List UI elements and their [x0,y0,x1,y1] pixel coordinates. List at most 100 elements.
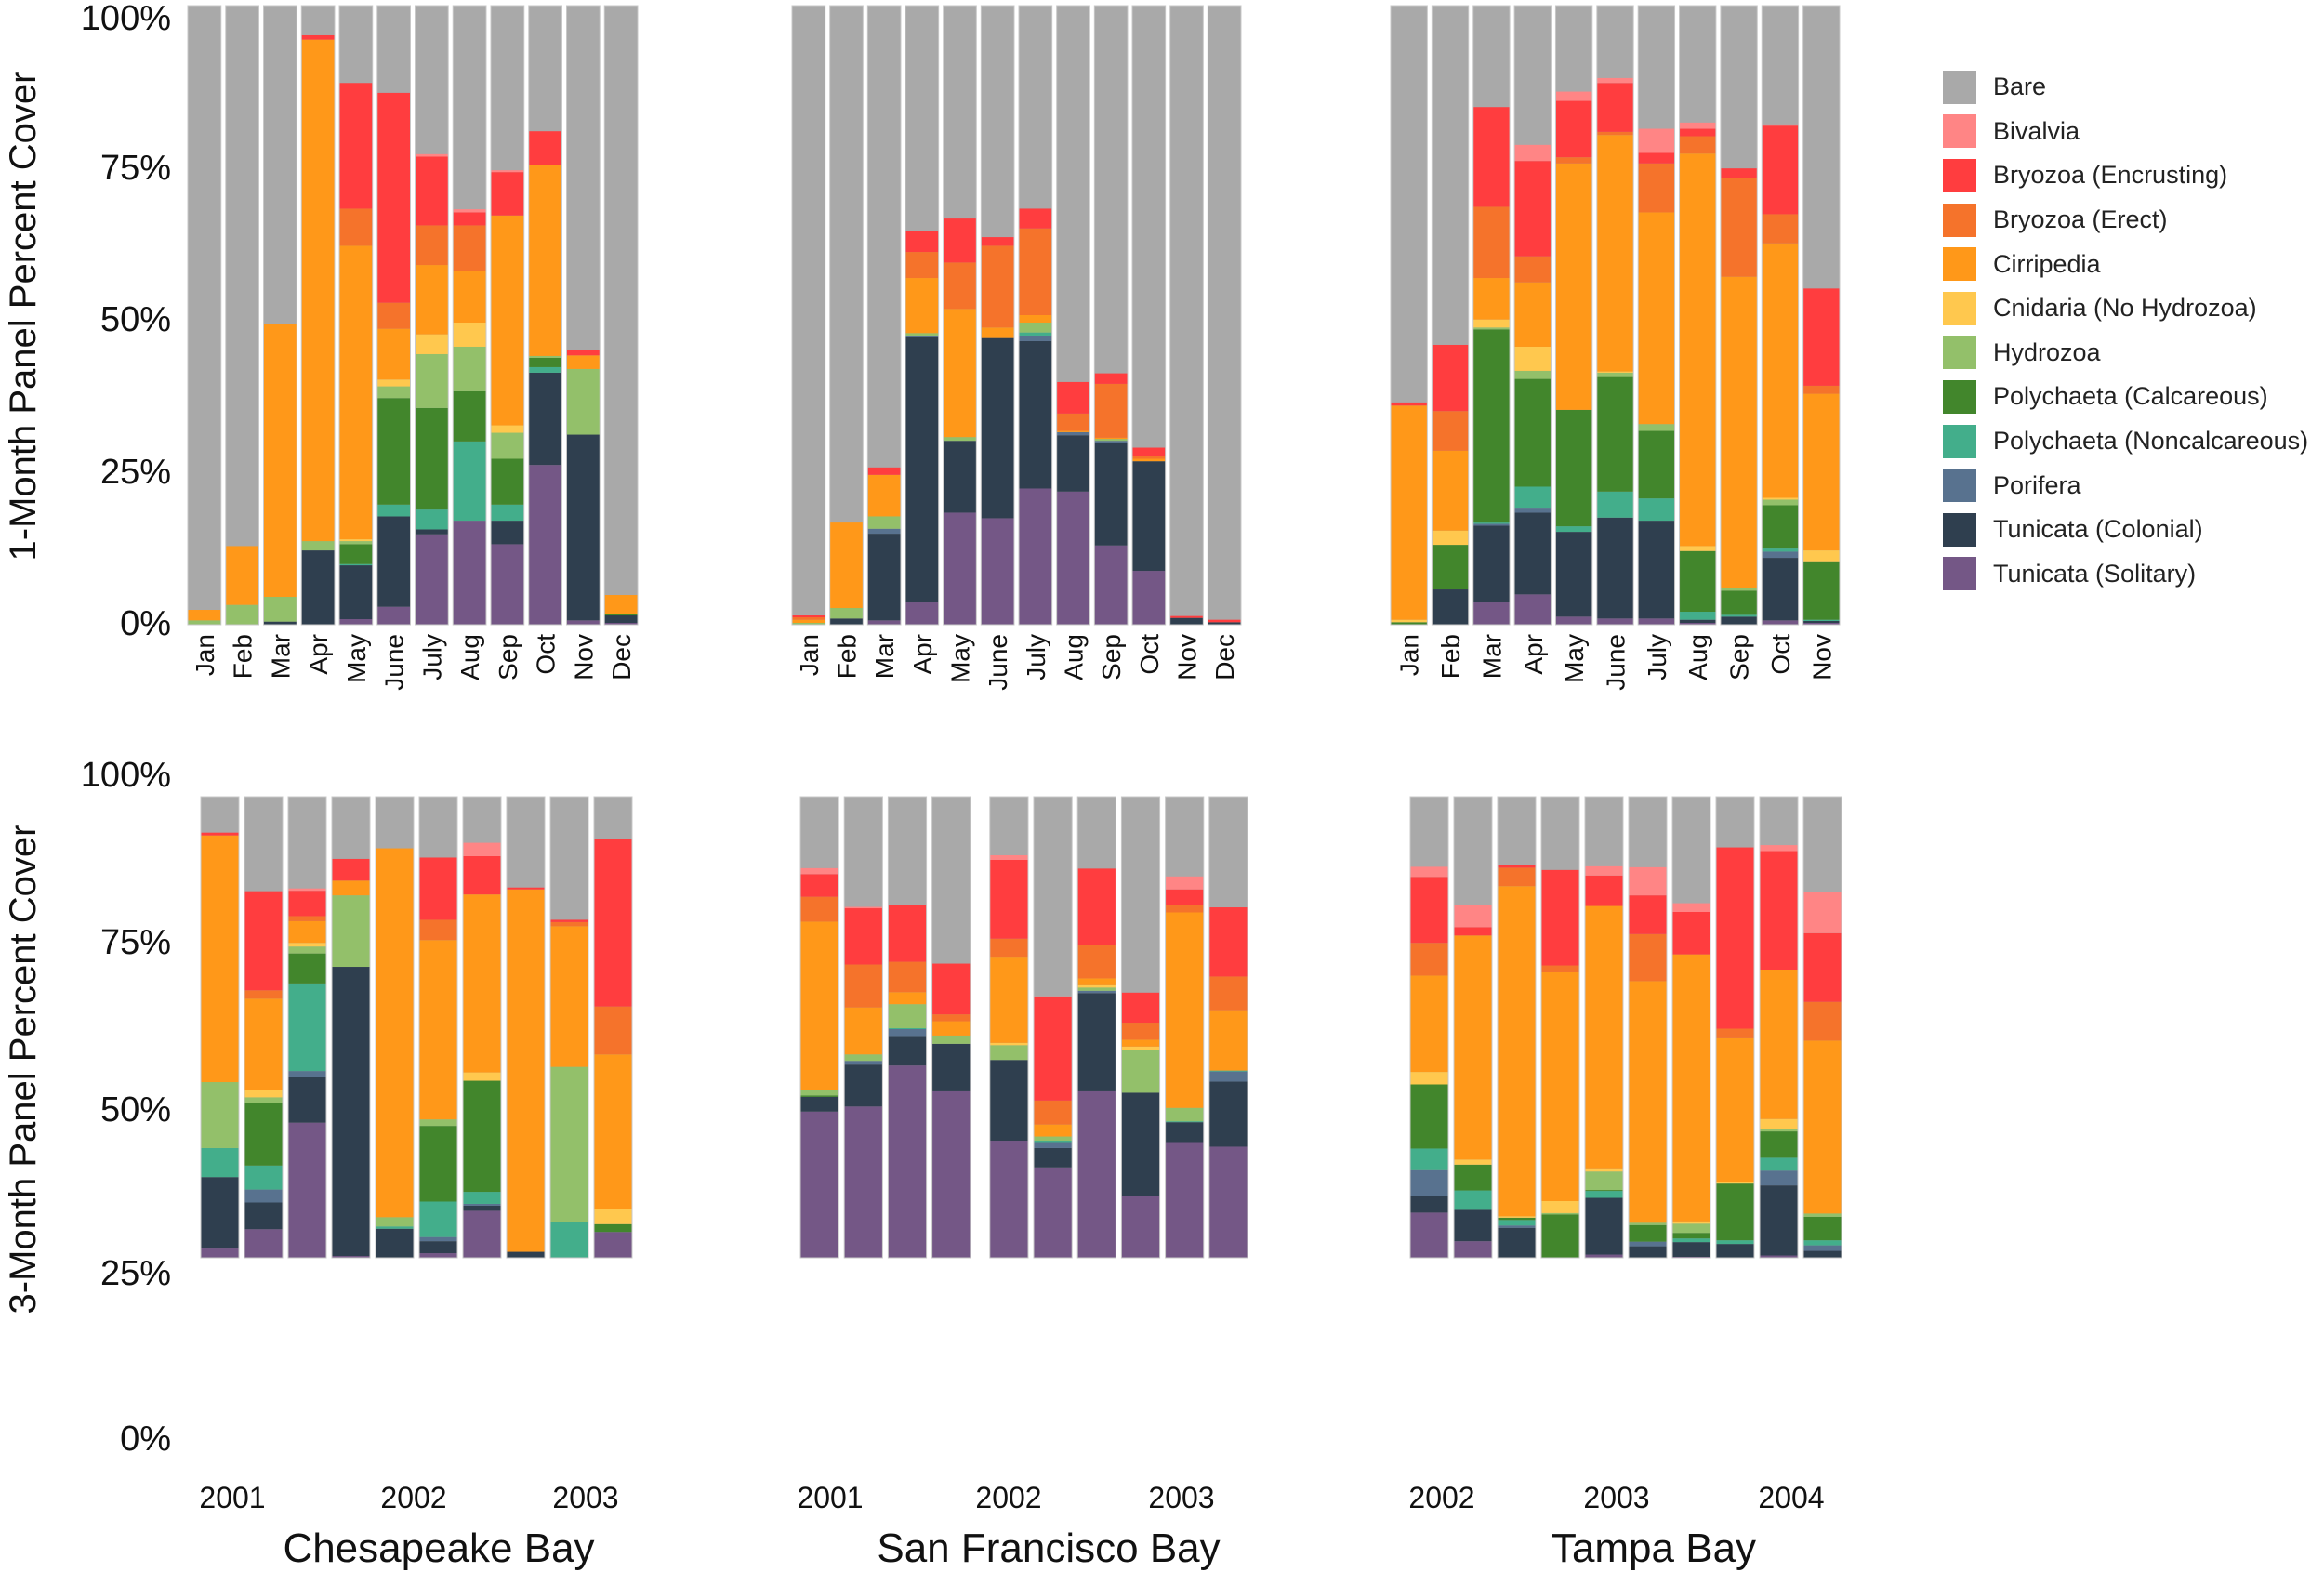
legend-label: Polychaeta (Noncalcareous) [1993,427,2309,456]
bar-segment-polychaeta-noncalcareous [888,1027,927,1029]
bar-segment-hydrozoa [453,346,486,391]
bar-segment-bryozoa-erect [1165,905,1204,913]
bar-segment-cnidaria-no-hydrozoa [1760,1118,1798,1129]
bar-segment-bivalvia [800,867,839,875]
bar-segment-tunicata-solitary [1132,571,1166,625]
bar-segment-hydrozoa [1760,1129,1798,1132]
bar-outline [980,5,1015,626]
bar-segment-bivalvia [1672,903,1710,912]
bar-segment-cnidaria-no-hydrozoa [594,1209,632,1224]
bar-segment-bare [829,6,864,625]
bar-outline [1472,5,1511,626]
bar-segment-cnidaria-no-hydrozoa [1472,319,1511,328]
site-label: Chesapeake Bay [283,1526,594,1571]
legend-label: Polychaeta (Calcareous) [1993,382,2268,411]
bar-segment-cirripedia [225,546,259,605]
bar-outline [1802,796,1842,1259]
bar-segment-cirripedia [800,921,839,1090]
bar-segment-tunicata-colonial [1094,443,1128,546]
bar-segment-cirripedia [1803,1040,1842,1214]
bar-segment-cirripedia [1410,975,1448,1073]
bar-segment-hydrozoa [1629,1222,1667,1225]
year-label: 2002 [1408,1481,1474,1514]
bar-segment-polychaeta-noncalcareous [376,1226,414,1229]
x-tick-label: July [1022,634,1050,680]
bar-segment-porifera [1410,1169,1448,1196]
bar-segment-polychaeta-calcareous [1679,550,1716,613]
bar-segment-tunicata-colonial [1716,1244,1754,1258]
bar-outline [1596,5,1634,626]
bar-segment-hydrozoa [1762,499,1799,506]
bar-segment-hydrozoa [1541,1212,1579,1215]
bar-segment-tunicata-solitary [1596,618,1634,625]
bar-segment-tunicata-solitary [419,1253,457,1258]
bar-segment-polychaeta-noncalcareous [1555,526,1592,533]
bar-segment-hydrozoa [1077,987,1116,991]
bar-segment-tunicata-colonial [867,534,901,621]
bar-segment-bryozoa-encrusting [1555,100,1592,158]
bar-segment-bryozoa-erect [1019,228,1052,315]
bar-segment-bryozoa-erect [1716,1028,1754,1038]
bar-outline [331,796,371,1259]
bar-segment-bryozoa-encrusting [1498,865,1536,868]
bar-segment-cirripedia [1472,278,1511,320]
bar-segment-polychaeta-noncalcareous [1454,1190,1492,1210]
y-tick-label: 50% [100,300,171,339]
bar-segment-tunicata-colonial [1208,622,1241,625]
bar-segment-bryozoa-erect [844,964,883,1008]
bar-segment-bivalvia [288,888,326,892]
bar-segment-hydrozoa [1672,1223,1710,1234]
bar-outline [887,796,928,1259]
bar-segment-cirripedia [844,1007,883,1055]
bar-segment-cirripedia [1541,971,1579,1201]
bar-segment-tunicata-solitary [1034,1167,1073,1258]
bar-segment-tunicata-solitary [463,1210,501,1258]
bar-segment-cnidaria-no-hydrozoa [1596,371,1634,373]
bar-segment-hydrozoa [943,437,977,442]
bar-segment-porifera [419,1236,457,1242]
bar-segment-cirripedia [1077,978,1116,985]
bar-segment-bryozoa-encrusting [528,131,562,165]
bar-segment-polychaeta-noncalcareous [491,504,524,522]
bar-segment-polychaeta-noncalcareous [1596,491,1634,518]
bar-outline [943,5,977,626]
bar-segment-bare [1169,6,1204,625]
bar-segment-cirripedia [1132,458,1166,462]
bar-segment-bivalvia [844,906,883,909]
y-tick-label: 25% [100,453,171,492]
bar-segment-porifera [844,1061,883,1065]
bar-segment-polychaeta-noncalcareous [244,1165,283,1190]
bar-segment-tunicata-colonial [1410,1196,1448,1213]
x-tick-label: Nov [569,634,598,680]
legend-item: Polychaeta (Calcareous) [1943,375,2308,419]
bar-segment-porifera [905,335,939,337]
bar-outline [1165,796,1205,1259]
bar-outline [1207,5,1242,626]
bar-segment-tunicata-colonial [1803,1250,1842,1258]
bar-segment-tunicata-solitary [800,1111,839,1258]
bar-segment-cnidaria-no-hydrozoa [1802,550,1840,562]
bar-segment-bryozoa-encrusting [1208,907,1248,977]
bar-segment-tunicata-solitary [989,1141,1028,1258]
bar-outline [1033,796,1073,1259]
bar-segment-hydrozoa [989,1045,1028,1061]
bar-segment-bryozoa-encrusting [1762,125,1799,215]
bar-segment-porifera [1094,441,1128,443]
bar-segment-tunicata-colonial [1132,461,1166,572]
bar-segment-bryozoa-erect [1555,157,1592,164]
bar-segment-bryozoa-encrusting [1410,877,1448,944]
y-tick-label: 100% [81,0,171,38]
bar-segment-bryozoa-encrusting [1720,168,1758,178]
bar-segment-cnidaria-no-hydrozoa [1498,1216,1536,1218]
bar-segment-polychaeta-calcareous [1716,1183,1754,1241]
legend-label: Cnidaria (No Hydrozoa) [1993,294,2257,323]
legend-swatch [1943,424,1976,458]
bar-segment-tunicata-solitary [604,623,638,625]
bar-segment-bivalvia [1596,77,1634,84]
bar-segment-polychaeta-calcareous [1410,1084,1448,1149]
bar-segment-polychaeta-calcareous [1432,545,1469,590]
bar-segment-cnidaria-no-hydrozoa [1541,1200,1579,1213]
legend-label: Bryozoa (Erect) [1993,205,2168,234]
legend-label: Bare [1993,73,2047,101]
bar-segment-bryozoa-erect [1803,1001,1842,1041]
